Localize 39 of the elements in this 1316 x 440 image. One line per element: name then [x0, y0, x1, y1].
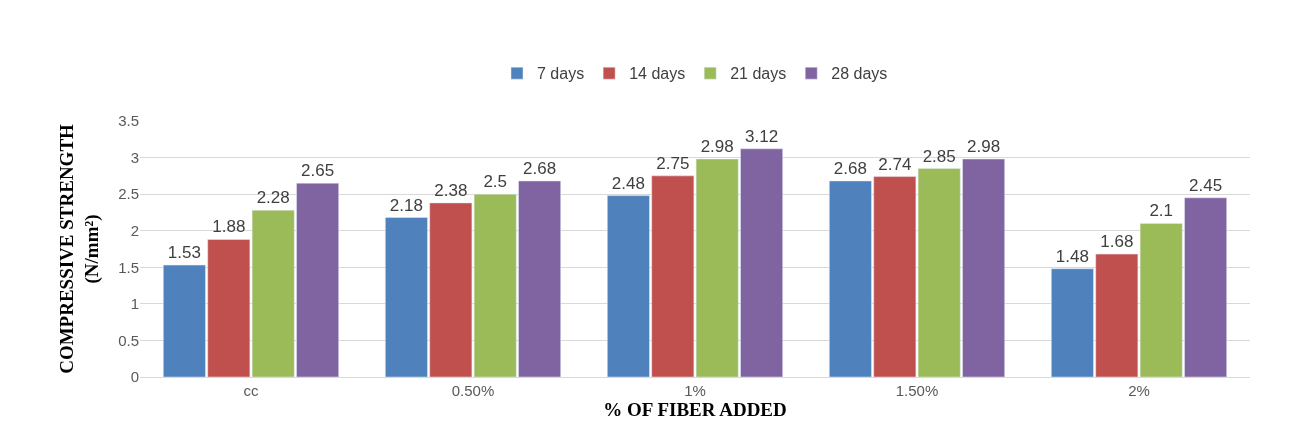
x-tick-label: 0.50% — [451, 382, 495, 399]
data-label: 2.48 — [611, 173, 645, 193]
y-tick-label: 0 — [130, 368, 139, 386]
data-label: 2.75 — [656, 153, 690, 173]
x-tick-label: 1% — [684, 382, 706, 399]
data-label: 2.38 — [434, 180, 468, 200]
y-tick-label: 2 — [130, 221, 139, 239]
x-tick-label: 1.50% — [895, 382, 939, 399]
data-label: 2.68 — [833, 158, 867, 178]
y-tick-label: 2.5 — [118, 185, 139, 203]
legend-label: 21 days — [730, 65, 787, 83]
data-label: 1.53 — [167, 243, 201, 263]
data-label: 2.28 — [256, 188, 290, 208]
x-tick-label: 2% — [1128, 382, 1150, 399]
legend-label: 7 days — [537, 65, 585, 83]
data-label: 2.85 — [922, 146, 956, 166]
data-label: 2.5 — [483, 172, 508, 192]
data-label: 3.12 — [745, 126, 779, 146]
y-tick-label: 3 — [130, 148, 139, 166]
data-label: 2.98 — [700, 137, 734, 157]
y-tick-label: 0.5 — [118, 331, 139, 349]
data-label: 2.68 — [523, 158, 557, 178]
legend-label: 14 days — [629, 65, 686, 83]
data-label: 2.98 — [967, 137, 1001, 157]
data-label: 1.88 — [212, 217, 246, 237]
y-tick-label: 1.5 — [118, 258, 139, 276]
data-label: 2.18 — [389, 195, 423, 215]
data-label: 2.45 — [1189, 175, 1223, 195]
y-tick-label: 3.5 — [118, 112, 139, 130]
y-tick-label: 1 — [130, 295, 139, 313]
x-axis-title: % OF FIBER ADDED — [603, 399, 787, 420]
data-label: 2.65 — [301, 161, 335, 181]
data-label: 2.74 — [878, 154, 912, 174]
data-label: 1.48 — [1055, 246, 1089, 266]
y-axis-title: COMPRESSIVE STRENGTH (N/mm²) — [56, 123, 103, 374]
legend-label: 28 days — [831, 65, 888, 83]
data-label: 2.1 — [1149, 201, 1174, 221]
data-label: 1.68 — [1100, 232, 1134, 252]
x-tick-label: cc — [243, 382, 259, 399]
